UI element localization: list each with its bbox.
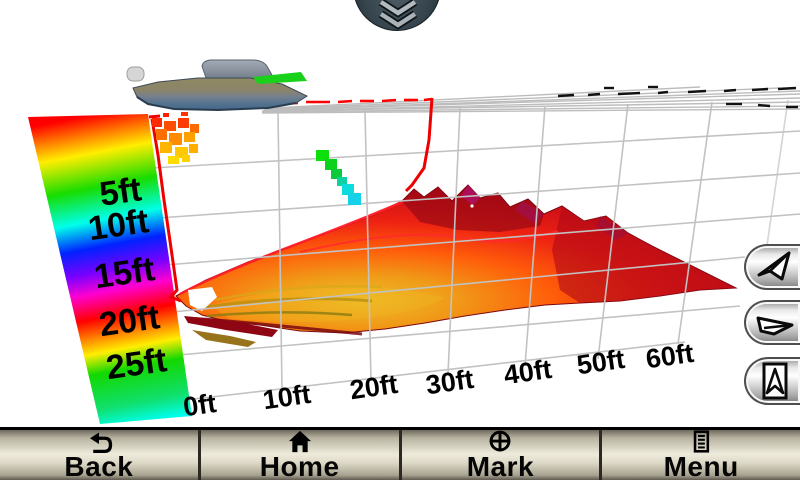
sonar-beam-line — [404, 97, 434, 193]
mark-waypoint-icon — [489, 430, 511, 452]
menu-label: Menu — [663, 451, 739, 482]
back-button[interactable]: Back — [0, 430, 201, 482]
depth-grid — [151, 99, 800, 403]
back-label: Back — [64, 451, 134, 482]
view-angle-button-2[interactable] — [744, 300, 800, 345]
view-angle-button-1[interactable] — [744, 244, 800, 290]
depth-scale-label: 5ft — [97, 170, 143, 213]
range-axis-label: 30ft — [424, 364, 476, 400]
menu-list-icon — [693, 430, 710, 453]
boat-track-dashes — [286, 97, 433, 105]
range-axis-label: 20ft — [348, 369, 400, 405]
range-axis-label: 10ft — [261, 379, 313, 415]
range-axis-label: 50ft — [575, 344, 627, 380]
suspended-target — [316, 150, 361, 205]
back-arrow-icon — [89, 432, 113, 453]
collapse-view-button[interactable] — [353, 0, 441, 31]
range-axis-label: 40ft — [502, 354, 554, 390]
boat-3d-model — [126, 59, 309, 112]
view-angle-button-3[interactable] — [744, 357, 800, 405]
boat-depth-line — [148, 114, 182, 303]
mark-label: Mark — [466, 451, 535, 482]
home-label: Home — [259, 451, 340, 482]
overhead-view-icon — [762, 362, 788, 400]
home-button[interactable]: Home — [201, 430, 402, 482]
surface-clutter-dashes — [557, 85, 798, 109]
bottom-terrain-surface — [175, 184, 738, 347]
depth-scale-label: 20ft — [97, 298, 162, 344]
water-surface-grid — [261, 86, 800, 114]
depth-scale-label: 15ft — [92, 250, 157, 296]
range-axis-label: 0ft — [181, 388, 218, 422]
range-axis: 0ft 10ft 20ft 30ft 40ft 50ft 60ft — [181, 338, 695, 422]
sonar-3d-scene[interactable]: 5ft 10ft 15ft 20ft 25ft 0ft 10f — [0, 0, 800, 427]
rotate-view-side-icon — [756, 316, 794, 335]
mark-button[interactable]: Mark — [402, 430, 603, 482]
depth-color-scale: 5ft 10ft 15ft 20ft 25ft — [28, 114, 192, 424]
range-axis-label: 60ft — [644, 338, 696, 374]
menu-button[interactable]: Menu — [602, 430, 800, 482]
home-icon — [288, 430, 311, 453]
toolbar: Back Home Mark Menu — [0, 427, 800, 482]
surface-clutter — [152, 112, 199, 164]
double-chevron-down-icon — [378, 0, 418, 30]
depth-scale-label: 25ft — [104, 341, 169, 387]
rotate-view-up-icon — [757, 251, 791, 281]
depth-scale-label: 10ft — [86, 202, 151, 248]
